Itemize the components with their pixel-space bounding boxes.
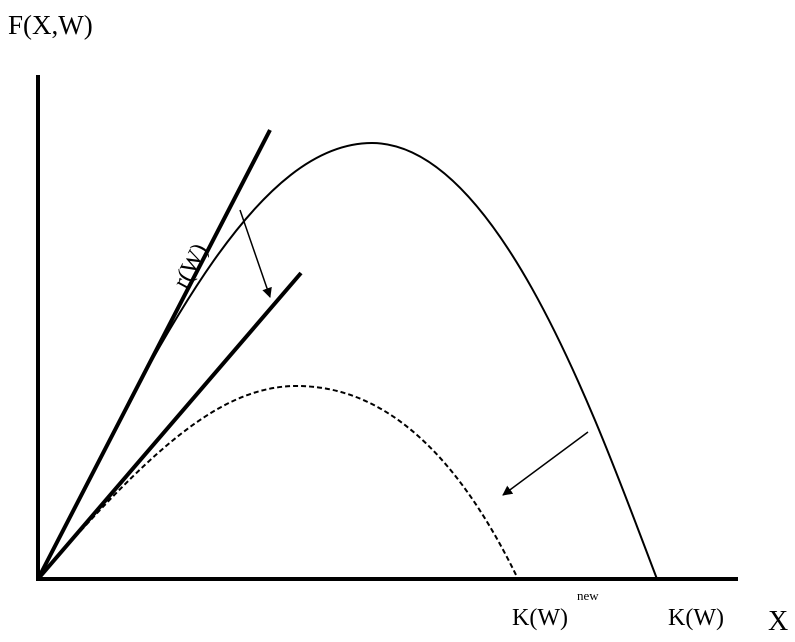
growth-curve <box>37 141 658 580</box>
slope-label: r(W) <box>168 239 213 292</box>
tangent-line <box>36 129 272 580</box>
k-label: K(W) <box>668 605 724 631</box>
x-axis-label: X <box>768 606 788 637</box>
arrow <box>502 431 589 496</box>
y-axis-label: F(X,W) <box>8 10 93 40</box>
k-new-label: K(W) <box>512 605 568 631</box>
arrow <box>239 209 272 298</box>
k-new-superscript: new <box>577 588 599 603</box>
new-growth-curve <box>37 384 519 580</box>
new-tangent-line <box>36 271 303 581</box>
